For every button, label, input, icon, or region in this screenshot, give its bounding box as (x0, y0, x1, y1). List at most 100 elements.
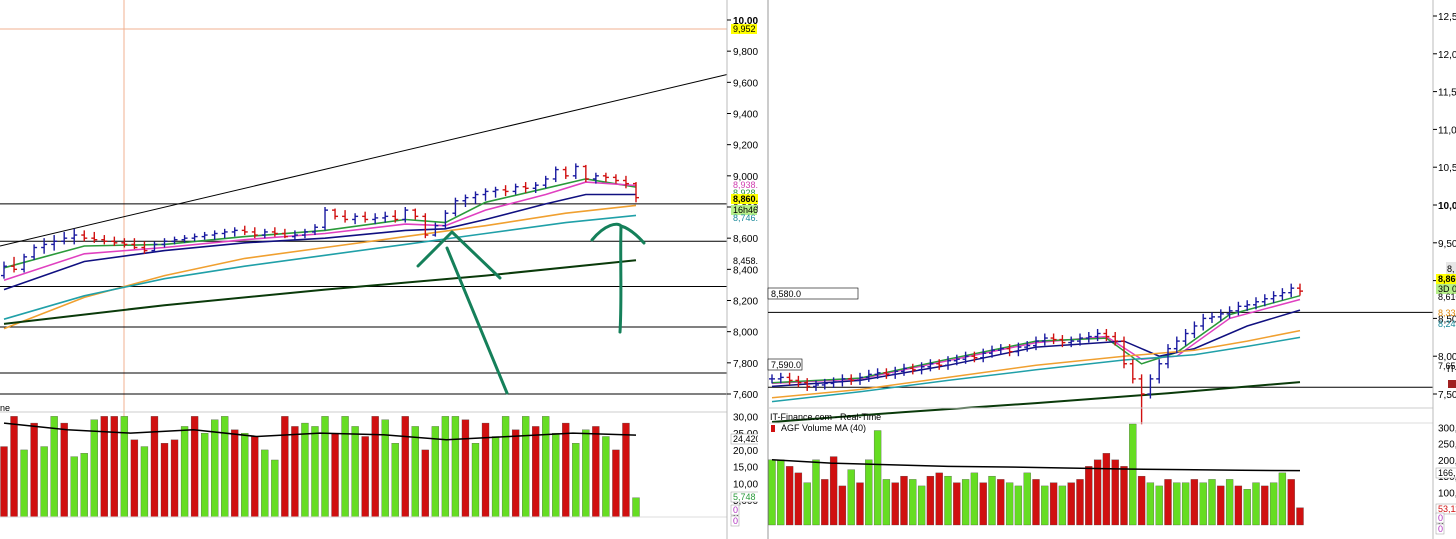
volume-bar (988, 475, 996, 526)
price-tag-label: 8,610.1 (1438, 292, 1456, 302)
price-axis-tick-label: 10,000 (1438, 201, 1456, 212)
volume-bar (361, 436, 369, 518)
moving-average-line (3, 204, 637, 330)
volume-bar (1049, 482, 1058, 526)
volume-bar (1225, 479, 1234, 526)
volume-bar (1261, 485, 1269, 526)
volume-bar (391, 443, 399, 518)
volume-bar (331, 432, 339, 518)
volume-bar (40, 446, 48, 518)
volume-bar (935, 472, 943, 526)
volume-bar (612, 449, 620, 518)
volume-bar (1190, 479, 1199, 526)
volume-bar (1137, 475, 1146, 526)
volume-bar (441, 416, 450, 518)
volume-bar (70, 456, 78, 518)
volume-bar (1243, 489, 1251, 526)
volume-bar (1181, 482, 1190, 526)
right-price-tags: 8,860.93D 00h8,610.1 8,338.88,249.2 7,657.… (1435, 274, 1456, 535)
price-tag-bg (731, 24, 757, 34)
volume-bar (200, 432, 209, 518)
volume-bar (1014, 485, 1023, 526)
right-chart[interactable]: IT-Finance.com - Real-Time AGF Volume MA… (767, 0, 1456, 539)
volume-bar (970, 472, 979, 526)
volume-bar (1023, 472, 1031, 526)
moving-average-line (3, 193, 636, 291)
left-price-plot[interactable] (0, 74, 728, 395)
volume-bar (1085, 466, 1093, 526)
volume-bar (291, 426, 299, 518)
volume-bar (953, 482, 961, 526)
moving-average-line (3, 181, 637, 281)
volume-bar (1129, 423, 1137, 526)
price-axis-tick-label: 9,600 (733, 78, 758, 89)
volume-bar (60, 422, 68, 518)
volume-bar (1199, 482, 1207, 526)
edge-label-b: IT- (1447, 364, 1456, 374)
moving-average-line (771, 336, 1301, 403)
volume-tag-label: 24,420 (733, 434, 761, 444)
price-tag-label: 9,952 (733, 24, 756, 34)
volume-tag-box (1435, 467, 1456, 479)
volume-bar (979, 482, 987, 526)
volume-bar (401, 416, 409, 518)
volume-tag-label: 0 (733, 505, 738, 515)
volume-bar (917, 485, 926, 526)
volume-bar (582, 429, 590, 518)
volume-bar (1067, 482, 1075, 526)
volume-bar (785, 466, 794, 526)
volume-tag-box (730, 504, 740, 516)
volume-bar (829, 456, 838, 526)
volume-bar (1120, 466, 1128, 526)
right-price-axis[interactable]: 12,500 12,000 11,500 11,000 10,500 10,000 9,50… (1433, 12, 1456, 401)
volume-bar (251, 436, 259, 518)
trendline (0, 74, 728, 247)
volume-bar (1208, 479, 1216, 526)
left-chart[interactable]: ne 10,0009,8009,6009,4009,2009,0008,8008… (0, 0, 767, 539)
volume-bar (221, 416, 229, 518)
volume-bar (1155, 485, 1163, 526)
volume-axis-tick-label: 200,000 (1438, 456, 1456, 467)
volume-bar (944, 475, 952, 526)
volume-ma-line (771, 459, 1301, 472)
volume-bar (891, 482, 899, 526)
volume-bar (180, 426, 189, 518)
volume-bar (592, 426, 600, 518)
price-axis-tick-label: 8,000 (733, 328, 758, 339)
volume-axis-tick-label: 10,000 (733, 479, 764, 490)
price-tag-label: 8,458.3 (733, 256, 763, 266)
volume-bar (1234, 485, 1243, 526)
volume-bar (821, 479, 829, 526)
right-volume-legend: AGF Volume MA (40) (781, 423, 866, 433)
left-volume-title: ne (0, 403, 10, 413)
volume-bar (882, 479, 891, 526)
price-axis-tick-label: 8,500 (1438, 314, 1456, 325)
volume-bar (926, 475, 935, 526)
volume-bar (1269, 482, 1278, 526)
volume-bar (0, 446, 8, 518)
price-tag-label: 8,860.9 (1438, 274, 1456, 284)
volume-tag-box (730, 515, 740, 527)
volume-bar (341, 416, 349, 518)
volume-axis-tick-label: 100,000 (1438, 488, 1456, 499)
price-axis-tick-label: 12,000 (1438, 50, 1456, 61)
volume-bar (1278, 472, 1287, 526)
volume-tag-box (1435, 503, 1456, 515)
volume-bar (411, 426, 419, 518)
volume-tag-label: 5,748 (733, 492, 756, 502)
price-axis-tick-label: 8,400 (733, 265, 758, 276)
left-volume-plot[interactable] (0, 416, 640, 518)
price-tag-label: 16h46m (733, 205, 766, 215)
moving-average-line (771, 329, 1301, 399)
right-price-plot[interactable] (768, 283, 1433, 425)
volume-bar (511, 429, 520, 518)
volume-bar (130, 439, 139, 518)
volume-bar (572, 443, 580, 518)
volume-tag-box (1435, 512, 1445, 524)
price-axis-tick-label: 9,200 (733, 141, 758, 152)
volume-bar (140, 446, 149, 518)
price-axis-tick-label: 8,600 (733, 234, 758, 245)
right-volume-plot[interactable] (768, 423, 1304, 526)
volume-bar (30, 422, 38, 518)
price-axis-tick-label: 11,500 (1438, 88, 1456, 99)
